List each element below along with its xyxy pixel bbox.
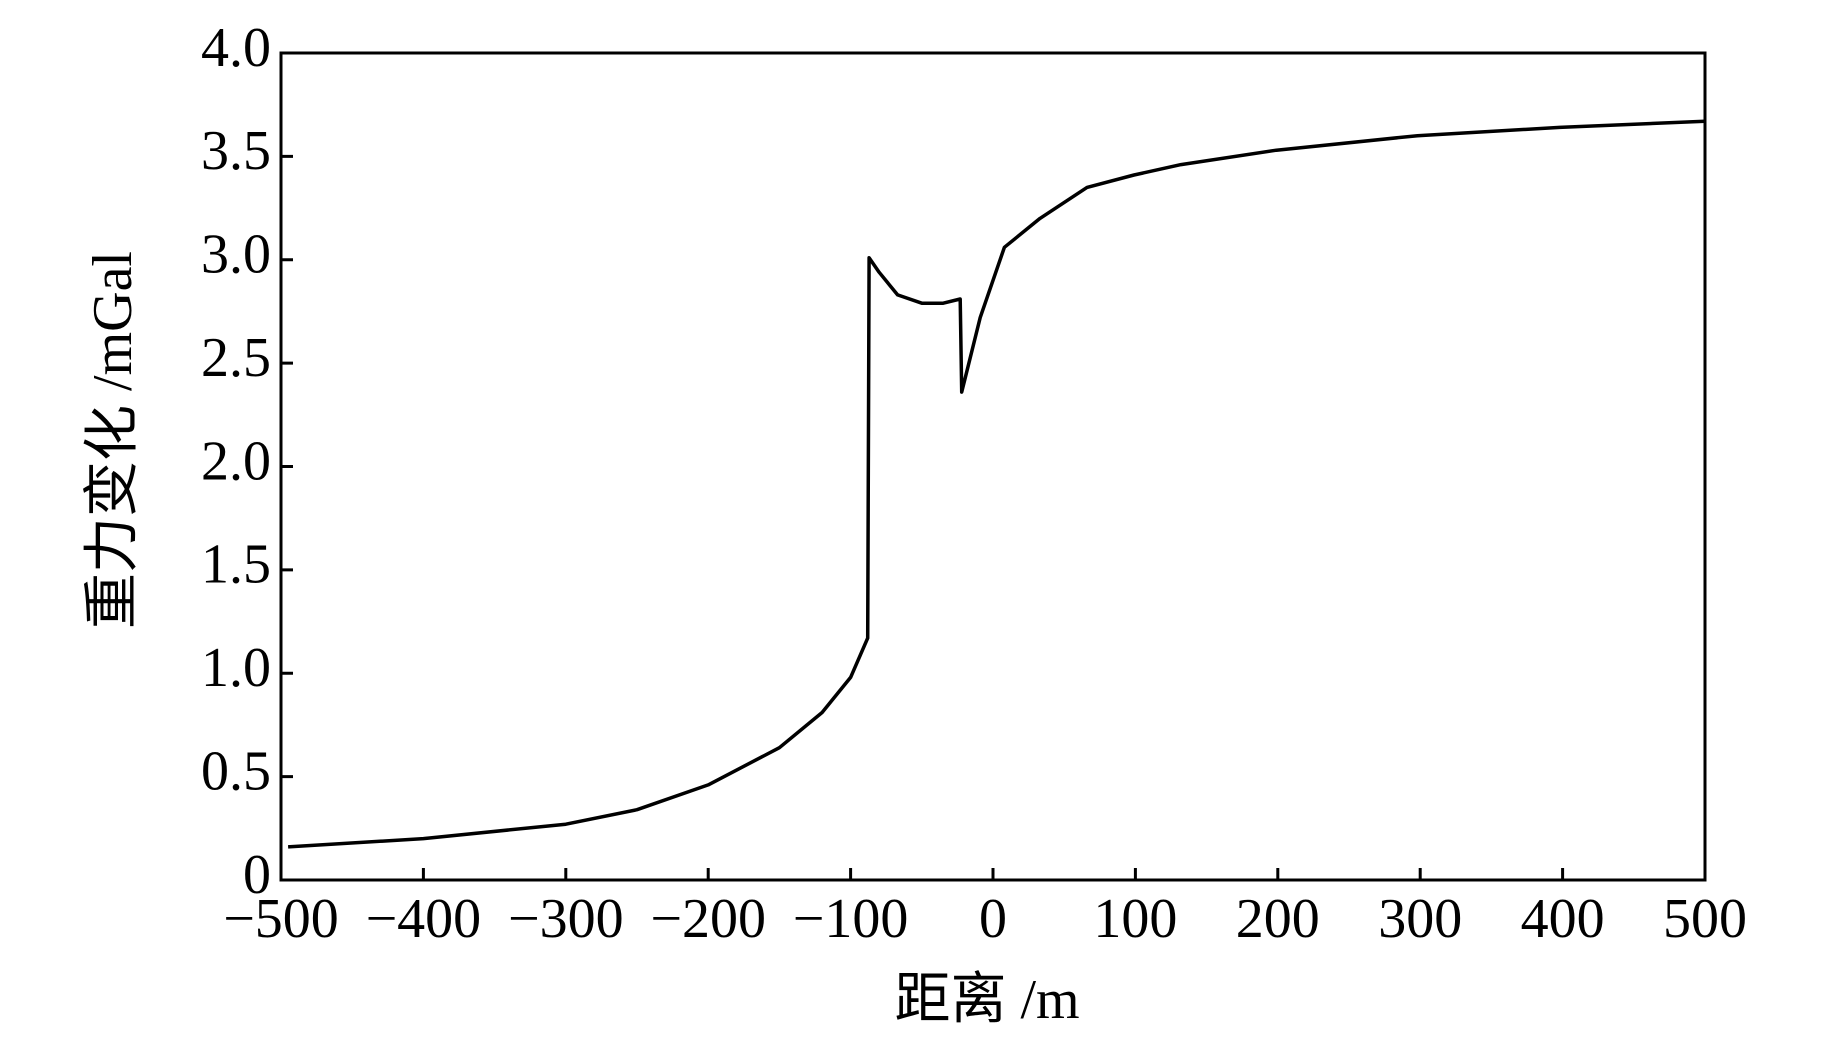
y-tick-label: 0.5	[201, 740, 271, 802]
x-tick-label: 0	[979, 888, 1007, 950]
y-tick-label: 3.5	[201, 120, 271, 182]
x-tick-label: 500	[1663, 888, 1747, 950]
x-tick-label: −200	[650, 888, 766, 950]
x-tick-label: 200	[1236, 888, 1320, 950]
x-tick-label: −100	[793, 888, 909, 950]
y-tick-label: 1.5	[201, 534, 271, 596]
x-tick-label: −400	[366, 888, 482, 950]
y-tick-label: 4.0	[201, 17, 271, 79]
x-tick-label: 400	[1521, 888, 1605, 950]
y-tick-label: 0	[243, 844, 271, 906]
x-axis-label: 距离 /m	[894, 969, 1079, 1031]
y-tick-label: 1.0	[201, 637, 271, 699]
y-tick-label: 2.0	[201, 430, 271, 492]
y-axis-label: 重力变化 /mGal	[82, 251, 144, 629]
data-line	[287, 119, 1706, 849]
plot-frame	[279, 51, 1707, 882]
y-tick-label: 2.5	[201, 327, 271, 389]
x-tick-label: 100	[1093, 888, 1177, 950]
x-tick-label: 300	[1378, 888, 1462, 950]
x-tick-label: −500	[223, 888, 339, 950]
x-tick-label: −300	[508, 888, 624, 950]
y-tick-label: 3.0	[201, 224, 271, 286]
